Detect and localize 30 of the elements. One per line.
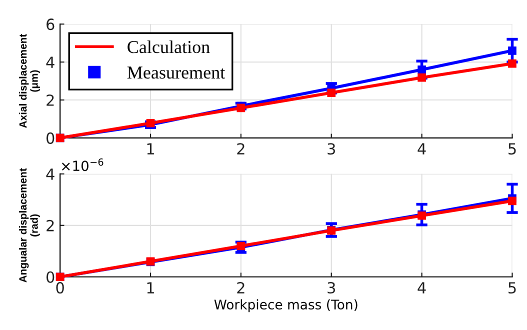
point [327, 88, 336, 97]
y-tick-label: 2 [46, 220, 54, 232]
y-tick-label: 6 [46, 18, 54, 30]
x-tick-label: 1 [147, 282, 154, 294]
x-tick-label: 2 [237, 143, 244, 154]
x-tick-label: 2 [237, 282, 244, 294]
y-tick-label: 0 [46, 271, 54, 283]
y-tick-label: 4 [46, 56, 54, 68]
legend-label: Calculation [128, 40, 210, 54]
x-tick-label: 4 [418, 143, 426, 154]
y-axis-title: Angualar displacement (rad) [18, 168, 40, 282]
point [508, 196, 516, 206]
legend-label: Measurement [127, 66, 226, 79]
x-axis-title: Workpiece mass (Ton) [214, 299, 358, 312]
x-tick-label: 5 [508, 143, 516, 155]
x-tick-label: 3 [328, 143, 336, 155]
x-tick-label: 1 [147, 143, 154, 154]
x-tick-label: 5 [508, 282, 516, 294]
point [508, 59, 516, 68]
x-tick-label: 3 [328, 282, 336, 294]
y-tick-label: 2 [46, 94, 54, 106]
x-tick-label: 4 [418, 282, 426, 294]
text: ×10$^{−6}$ [62, 158, 104, 172]
y-axis-title: Axial displacement (μm) [19, 34, 40, 128]
y-tick-label: 4 [46, 168, 54, 180]
point [508, 46, 516, 55]
x-tick-label: 0 [56, 282, 64, 294]
point [418, 65, 426, 74]
point [418, 73, 426, 82]
y-tick-label: 0 [46, 132, 54, 144]
